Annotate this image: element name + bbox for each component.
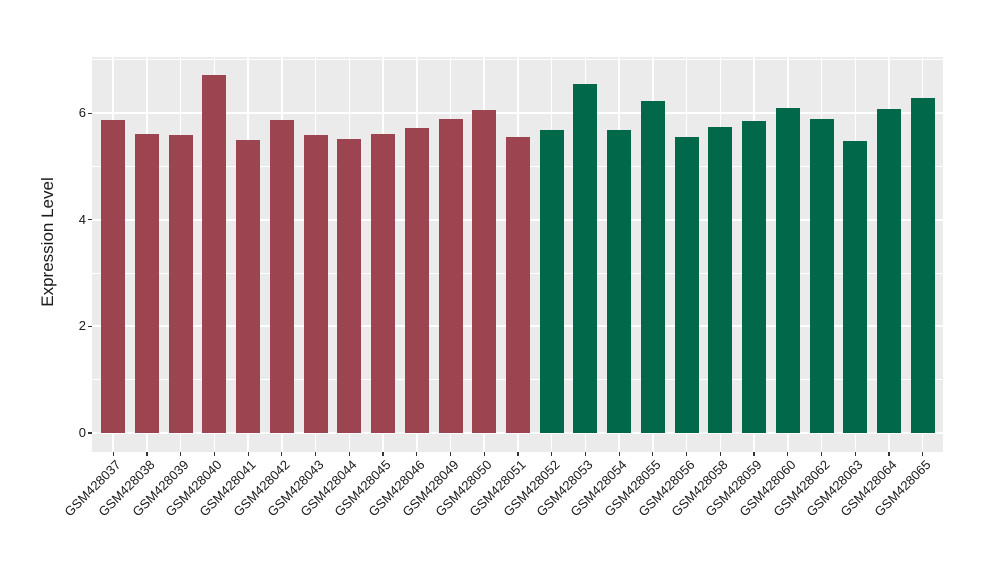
y-tick-label: 2 [78, 318, 86, 334]
bar-GSM428064 [876, 108, 901, 433]
y-tick-label: 0 [78, 425, 86, 440]
x-tick-mark [314, 452, 317, 456]
bar-GSM428041 [236, 139, 261, 433]
y-tick-mark [88, 432, 92, 434]
bar-GSM428037 [101, 120, 126, 433]
x-tick-mark [213, 452, 215, 456]
bar-GSM428062 [809, 118, 834, 433]
x-tick-mark [584, 452, 586, 456]
bar-GSM428059 [742, 121, 767, 433]
y-tick-label: 6 [78, 105, 86, 121]
x-tick-mark [348, 452, 350, 456]
bar-GSM428055 [640, 100, 665, 433]
bar-GSM428056 [674, 137, 699, 433]
x-tick-mark [112, 452, 114, 456]
bar-GSM428063 [843, 141, 868, 433]
x-tick-mark [820, 452, 823, 456]
y-tick-mark [88, 112, 92, 114]
bar-GSM428043 [303, 135, 328, 433]
x-tick-mark [517, 452, 519, 456]
x-tick-mark [382, 452, 384, 456]
x-tick-mark [180, 452, 182, 456]
x-tick-mark [449, 452, 452, 456]
x-tick-mark [146, 452, 148, 456]
bar-GSM428038 [134, 133, 159, 433]
bar-GSM428051 [505, 137, 530, 433]
bar-GSM428052 [539, 130, 564, 433]
x-tick-mark [247, 452, 249, 456]
bar-GSM428039 [168, 134, 193, 433]
y-tick-mark [88, 325, 92, 327]
bar-GSM428049 [438, 118, 463, 433]
bar-GSM428046 [404, 128, 429, 433]
y-tick-label: 4 [78, 211, 86, 227]
x-tick-mark [551, 452, 553, 456]
x-tick-mark [854, 452, 856, 456]
bar-GSM428058 [708, 127, 733, 433]
bar-GSM428045 [371, 133, 396, 433]
bar-GSM428065 [910, 97, 935, 433]
bar-GSM428054 [607, 130, 632, 433]
y-tick-mark [88, 219, 92, 221]
plot-panel [92, 57, 943, 452]
x-tick-mark [652, 452, 654, 456]
x-tick-mark [686, 452, 688, 456]
bar-GSM428050 [472, 110, 497, 433]
x-tick-mark [888, 452, 890, 456]
x-tick-mark [787, 452, 789, 456]
bar-GSM428060 [775, 107, 800, 433]
bar-GSM428044 [337, 138, 362, 433]
x-tick-mark [483, 452, 485, 456]
x-tick-mark [618, 452, 620, 456]
x-tick-mark [416, 452, 418, 456]
x-tick-mark [753, 452, 755, 456]
bar-GSM428053 [573, 84, 598, 433]
x-tick-mark [281, 452, 283, 456]
bar-GSM428040 [202, 74, 227, 433]
x-tick-mark [719, 452, 721, 456]
bar-GSM428042 [269, 120, 294, 433]
y-axis-title: Expression Level [38, 177, 57, 307]
x-tick-mark [922, 452, 924, 456]
